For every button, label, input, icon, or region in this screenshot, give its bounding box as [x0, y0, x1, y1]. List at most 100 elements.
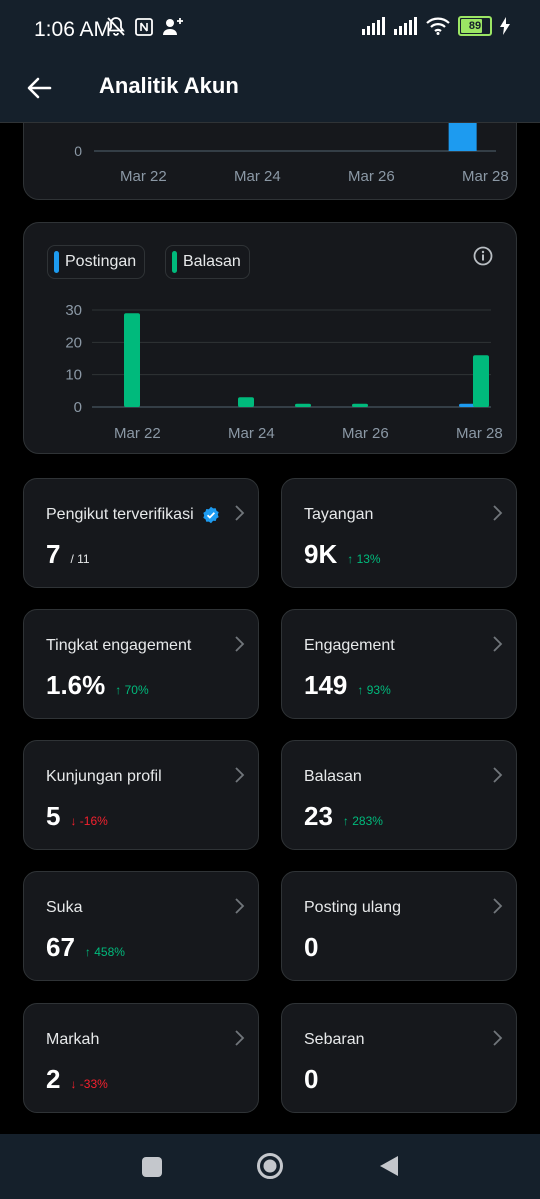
metric-value-row: 7 / 11 — [46, 539, 90, 570]
metric-delta: ↑ 93% — [357, 683, 391, 697]
metric-delta: ↑ 70% — [115, 683, 149, 697]
legend-postingan[interactable]: Postingan — [47, 245, 146, 279]
metric-label: Markah — [46, 1031, 99, 1049]
x-tick-label: Mar 28 — [456, 425, 503, 442]
metric-tile[interactable]: Markah 2 ↓ -33% — [23, 1003, 259, 1113]
status-icons-right: 89 — [362, 16, 510, 36]
metric-label: Sebaran — [304, 1031, 365, 1049]
metric-subvalue: / 11 — [70, 552, 90, 566]
metric-tile[interactable]: Engagement 149 ↑ 93% — [281, 609, 517, 719]
metric-value-row: 149 ↑ 93% — [304, 670, 391, 701]
x-tick-label: Mar 24 — [234, 168, 281, 185]
metric-label: Balasan — [304, 768, 362, 786]
metric-label: Tingkat engagement — [46, 637, 191, 655]
metric-value-row: 0 — [304, 932, 318, 963]
signal-icon-2 — [394, 17, 417, 35]
posts-replies-chart-card: Postingan Balasan 30 20 10 0 Mar 22 Mar 24 Mar… — [23, 222, 517, 454]
metric-tile[interactable]: Sebaran 0 — [281, 1003, 517, 1113]
metric-label: Engagement — [304, 637, 395, 655]
status-bar: 1:06 AM — [0, 0, 540, 60]
info-icon[interactable] — [472, 245, 494, 267]
chevron-right-icon — [235, 767, 245, 783]
chevron-right-icon — [235, 505, 245, 521]
chevron-right-icon — [493, 636, 503, 652]
y-tick-label: 0 — [74, 399, 82, 416]
metric-label: Pengikut terverifikasi — [46, 506, 220, 524]
balasan-bar[interactable] — [295, 403, 311, 407]
legend-swatch-balasan — [172, 251, 177, 273]
add-person-icon — [163, 18, 183, 35]
metric-delta: ↓ -16% — [70, 814, 108, 828]
metric-value: 2 — [46, 1064, 61, 1094]
chevron-right-icon — [235, 636, 245, 652]
metric-label-text: Balasan — [304, 768, 362, 785]
metric-value-row: 23 ↑ 283% — [304, 801, 383, 832]
metric-value-row: 67 ↑ 458% — [46, 932, 125, 963]
metric-label-text: Sebaran — [304, 1031, 365, 1048]
x-tick-label: Mar 22 — [114, 425, 161, 442]
metric-label-text: Pengikut terverifikasi — [46, 506, 194, 523]
metric-tile[interactable]: Balasan 23 ↑ 283% — [281, 740, 517, 850]
nav-back-icon[interactable] — [378, 1154, 400, 1178]
metric-label-text: Tingkat engagement — [46, 637, 192, 654]
bell-off-icon — [107, 17, 125, 36]
metric-value: 9K — [304, 539, 338, 569]
top-chart-bar[interactable] — [448, 121, 477, 151]
metric-value: 7 — [46, 539, 61, 569]
metric-delta: ↑ 13% — [347, 552, 381, 566]
balasan-bar[interactable] — [473, 355, 489, 407]
system-nav-bar — [0, 1134, 540, 1199]
metric-label-text: Posting ulang — [304, 899, 401, 916]
metric-tile[interactable]: Tayangan 9K ↑ 13% — [281, 478, 517, 588]
balasan-bar[interactable] — [352, 403, 368, 407]
status-icons-left — [106, 16, 184, 38]
chevron-right-icon — [493, 1030, 503, 1046]
metric-delta: ↑ 458% — [84, 945, 125, 959]
metric-value-row: 5 ↓ -16% — [46, 801, 108, 832]
y-tick-label: 0 — [74, 143, 82, 159]
metric-tile[interactable]: Pengikut terverifikasi 7 / 11 — [23, 478, 259, 588]
x-tick-label: Mar 26 — [342, 425, 389, 442]
wifi-icon — [426, 17, 450, 35]
metric-value: 1.6% — [46, 670, 106, 700]
balasan-bar[interactable] — [124, 313, 140, 407]
metric-delta: ↑ 283% — [342, 814, 383, 828]
metric-tile[interactable]: Kunjungan profil 5 ↓ -16% — [23, 740, 259, 850]
metric-value-row: 9K ↑ 13% — [304, 539, 381, 570]
postingan-bar[interactable] — [459, 403, 475, 407]
metric-value-row: 2 ↓ -33% — [46, 1064, 108, 1095]
metric-value-row: 0 — [304, 1064, 318, 1095]
metric-label: Kunjungan profil — [46, 768, 162, 786]
metric-label-text: Kunjungan profil — [46, 768, 162, 785]
chevron-right-icon — [493, 898, 503, 914]
metric-delta: ↓ -33% — [70, 1077, 108, 1091]
signal-icon — [362, 17, 385, 35]
y-tick-label: 20 — [65, 334, 82, 351]
y-tick-label: 30 — [65, 302, 82, 319]
home-icon[interactable] — [256, 1152, 284, 1180]
x-tick-label: Mar 22 — [120, 168, 167, 185]
chevron-right-icon — [235, 1030, 245, 1046]
chevron-right-icon — [493, 505, 503, 521]
back-arrow-icon[interactable] — [24, 72, 56, 104]
legend-label-postingan: Postingan — [65, 253, 137, 270]
battery-percent: 89 — [468, 20, 482, 32]
y-tick-label: 10 — [65, 367, 82, 384]
metric-value: 0 — [304, 932, 319, 962]
metric-label: Posting ulang — [304, 899, 401, 917]
metric-tile[interactable]: Suka 67 ↑ 458% — [23, 871, 259, 981]
app-header: Analitik Akun — [0, 60, 540, 123]
recents-icon[interactable] — [141, 1156, 163, 1178]
metric-label: Suka — [46, 899, 82, 917]
metric-label: Tayangan — [304, 506, 373, 524]
metric-value: 67 — [46, 932, 75, 962]
metric-tile[interactable]: Tingkat engagement 1.6% ↑ 70% — [23, 609, 259, 719]
metric-label-text: Markah — [46, 1031, 100, 1048]
posts-replies-bar-chart: 30 20 10 0 Mar 22 Mar 24 Mar 26 Mar 28 — [65, 302, 503, 442]
chevron-right-icon — [493, 767, 503, 783]
legend-balasan[interactable]: Balasan — [165, 245, 250, 279]
battery-indicator: 89 — [458, 16, 492, 36]
metric-tile[interactable]: Posting ulang 0 — [281, 871, 517, 981]
balasan-bar[interactable] — [238, 397, 254, 407]
status-time: 1:06 AM — [34, 18, 112, 41]
